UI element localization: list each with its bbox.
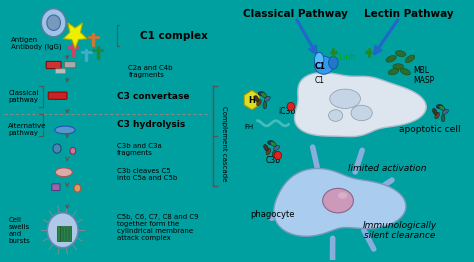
Circle shape bbox=[47, 15, 61, 30]
FancyBboxPatch shape bbox=[46, 61, 61, 69]
Text: C1: C1 bbox=[315, 62, 326, 71]
Text: Complement cascade: Complement cascade bbox=[221, 106, 227, 182]
Text: C3 convertase: C3 convertase bbox=[117, 92, 190, 101]
Ellipse shape bbox=[254, 95, 259, 102]
Text: C3b and C3a
fragments: C3b and C3a fragments bbox=[117, 143, 162, 156]
Ellipse shape bbox=[436, 105, 443, 108]
Circle shape bbox=[74, 184, 81, 192]
Ellipse shape bbox=[405, 55, 415, 63]
Polygon shape bbox=[294, 73, 426, 137]
Bar bbox=[57, 226, 60, 241]
Text: MBL
MASP: MBL MASP bbox=[413, 66, 435, 85]
Circle shape bbox=[53, 144, 61, 153]
Ellipse shape bbox=[261, 92, 267, 97]
Text: Antigen
Antibody (IgG): Antigen Antibody (IgG) bbox=[10, 37, 61, 50]
Text: FH: FH bbox=[245, 124, 254, 130]
Text: C1inh: C1inh bbox=[334, 53, 356, 62]
Ellipse shape bbox=[264, 96, 270, 101]
Text: Cell
swells
and
bursts: Cell swells and bursts bbox=[9, 217, 30, 244]
Ellipse shape bbox=[432, 108, 437, 115]
Ellipse shape bbox=[439, 105, 445, 110]
Ellipse shape bbox=[395, 51, 406, 57]
Ellipse shape bbox=[351, 105, 372, 121]
Bar bbox=[60, 226, 63, 241]
Text: C5b, C6, C7, C8 and C9
together form the
cylindrical membrane
attack complex: C5b, C6, C7, C8 and C9 together form the… bbox=[117, 214, 199, 241]
Ellipse shape bbox=[435, 112, 439, 119]
Ellipse shape bbox=[400, 68, 410, 75]
Polygon shape bbox=[64, 23, 87, 48]
FancyBboxPatch shape bbox=[52, 184, 60, 190]
Ellipse shape bbox=[273, 151, 276, 158]
Text: C3b cleaves C5
into C5a and C5b: C3b cleaves C5 into C5a and C5b bbox=[117, 168, 177, 181]
Text: Classical Pathway: Classical Pathway bbox=[243, 9, 348, 19]
Text: H: H bbox=[248, 96, 255, 105]
Bar bbox=[66, 226, 68, 241]
Bar bbox=[63, 226, 65, 241]
Ellipse shape bbox=[386, 56, 396, 62]
Ellipse shape bbox=[258, 91, 264, 96]
Circle shape bbox=[47, 213, 78, 248]
Polygon shape bbox=[273, 168, 406, 236]
Ellipse shape bbox=[323, 188, 353, 213]
Circle shape bbox=[70, 148, 76, 154]
Text: C2a and C4b
fragments: C2a and C4b fragments bbox=[128, 65, 173, 78]
Circle shape bbox=[274, 151, 282, 160]
Text: C3 hydrolysis: C3 hydrolysis bbox=[117, 120, 185, 129]
Ellipse shape bbox=[328, 56, 338, 69]
Ellipse shape bbox=[267, 140, 274, 145]
Text: Alternative
pathway: Alternative pathway bbox=[9, 123, 47, 136]
Ellipse shape bbox=[264, 144, 268, 151]
Text: C1: C1 bbox=[314, 76, 324, 85]
Text: apoptotic cell: apoptotic cell bbox=[400, 125, 461, 134]
Text: C3b: C3b bbox=[265, 156, 281, 165]
Ellipse shape bbox=[270, 141, 276, 146]
Ellipse shape bbox=[55, 168, 73, 177]
Ellipse shape bbox=[263, 102, 267, 109]
Circle shape bbox=[287, 102, 294, 111]
Ellipse shape bbox=[55, 126, 75, 134]
Text: Classical
pathway: Classical pathway bbox=[9, 90, 39, 103]
Bar bbox=[69, 226, 71, 241]
Ellipse shape bbox=[388, 69, 399, 75]
Ellipse shape bbox=[338, 192, 347, 199]
Text: limited activation: limited activation bbox=[348, 164, 427, 173]
Text: C1 complex: C1 complex bbox=[140, 31, 208, 41]
Text: Immunologically
silent clearance: Immunologically silent clearance bbox=[362, 221, 437, 240]
Ellipse shape bbox=[441, 114, 445, 122]
Text: phagocyte: phagocyte bbox=[251, 210, 295, 219]
Ellipse shape bbox=[314, 56, 333, 74]
Text: Lectin Pathway: Lectin Pathway bbox=[364, 9, 454, 19]
Circle shape bbox=[41, 9, 66, 37]
Ellipse shape bbox=[273, 145, 280, 150]
Ellipse shape bbox=[266, 148, 271, 155]
Ellipse shape bbox=[256, 99, 261, 106]
FancyBboxPatch shape bbox=[55, 69, 65, 74]
Ellipse shape bbox=[328, 110, 343, 121]
FancyBboxPatch shape bbox=[64, 62, 76, 68]
Text: H: H bbox=[247, 97, 255, 106]
Ellipse shape bbox=[330, 89, 360, 108]
Ellipse shape bbox=[314, 52, 324, 68]
Ellipse shape bbox=[393, 64, 403, 69]
FancyBboxPatch shape bbox=[48, 92, 67, 99]
Ellipse shape bbox=[442, 109, 448, 114]
Text: iC3b: iC3b bbox=[279, 107, 296, 116]
